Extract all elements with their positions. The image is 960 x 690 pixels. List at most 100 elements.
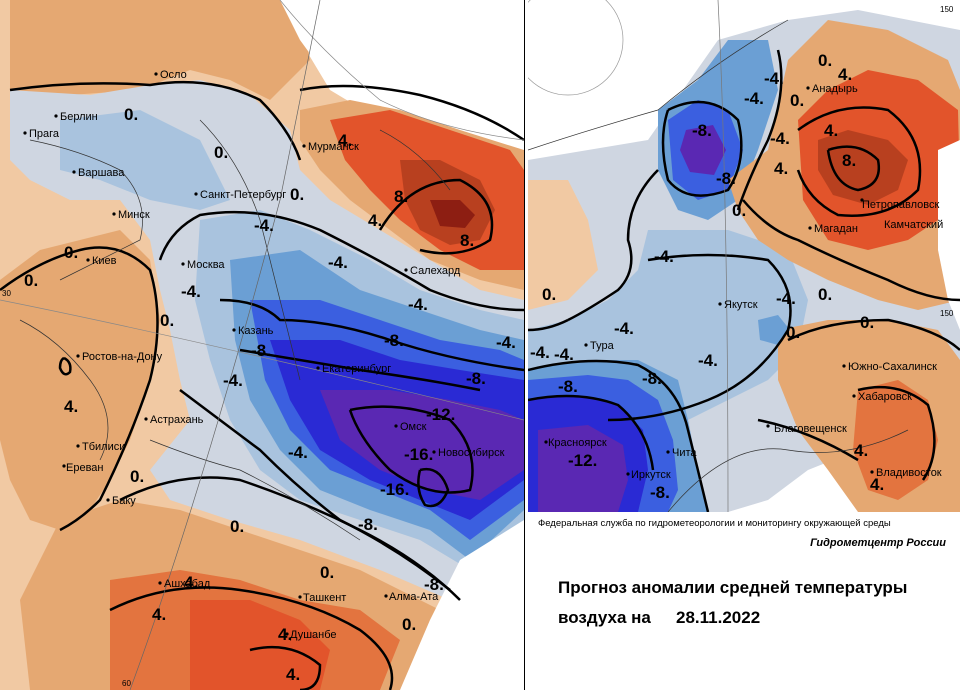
city-murmansk: Мурманск — [308, 141, 359, 153]
contour-label: -8. — [424, 575, 444, 594]
contour-label: 0. — [290, 185, 304, 204]
contour-label: -4. — [408, 295, 428, 314]
city-minsk: Минск — [118, 209, 150, 221]
map-title-line2: воздуха на — [558, 608, 651, 627]
contour-label: 4. — [870, 475, 884, 494]
right-cities: Анадырь Петропавловск Камчатский Магадан… — [544, 83, 943, 481]
left-map-svg: 30 60 Осло Берлин Прага Варшава Минск Ки… — [0, 0, 524, 690]
region-very-hot-south — [190, 600, 330, 690]
contour-label: -8. — [642, 369, 662, 388]
city-prague: Прага — [29, 128, 60, 140]
contour-label: -4. — [496, 333, 516, 352]
region-coldest-north — [680, 125, 726, 175]
contour-label: 4. — [152, 605, 166, 624]
contour-label: -16. — [404, 445, 433, 464]
contour-label: 0. — [542, 285, 556, 304]
region-hottest-ne — [430, 200, 475, 228]
city-magadan: Магадан — [814, 223, 858, 235]
contour-label: -4. — [776, 289, 796, 308]
contour-label: -4. — [254, 216, 274, 235]
contour-label: -12. — [426, 405, 455, 424]
city-omsk: Омск — [400, 421, 427, 433]
contour-label: -16. — [380, 480, 409, 499]
city-yakutsk: Якутск — [724, 299, 758, 311]
left-cities: Осло Берлин Прага Варшава Минск Киев Сан… — [23, 69, 505, 641]
outside-bottom-right — [400, 520, 524, 690]
city-tura: Тура — [590, 340, 615, 352]
contour-label: 0. — [402, 615, 416, 634]
region-cool-light — [60, 110, 230, 210]
city-chita: Чита — [672, 447, 697, 459]
contour-label: 0. — [786, 323, 800, 342]
center-name: Гидрометцентр России — [810, 537, 946, 549]
outside-pacific — [938, 140, 960, 330]
contour-label: 4. — [184, 573, 198, 592]
contour-label: 4. — [286, 665, 300, 684]
contour-label: 0. — [732, 201, 746, 220]
agency-name: Федеральная служба по гидрометеорологии … — [538, 518, 891, 529]
contour-label: -8. — [650, 483, 670, 502]
contour-label: -4. — [764, 69, 784, 88]
city-yuzhno-sakhalinsk: Южно-Сахалинск — [848, 361, 937, 373]
outside-top-right — [280, 0, 524, 150]
contour-label: -8. — [251, 341, 271, 360]
contour-label: -4. — [288, 443, 308, 462]
contour-label: 4. — [774, 159, 788, 178]
city-saint-petersburg: Санкт-Петербург — [200, 189, 286, 201]
contour-label: 0. — [124, 105, 138, 124]
contour-label: 0. — [214, 143, 228, 162]
region-hot-se — [853, 380, 938, 500]
left-contour-labels: 0. 0. 4. 8. 4. 0. 0. -4. -4. -4. -4. 8. … — [24, 105, 516, 684]
contour-label: -4. — [654, 247, 674, 266]
city-vladivostok: Владивосток — [876, 467, 942, 479]
right-contour-labels: 0. 4. -4. -4. -8. -8. 4. 8. 4. 0. 0. -4.… — [530, 51, 884, 502]
city-almaty: Алма-Ата — [389, 591, 439, 603]
degree-label-150: 150 — [940, 5, 954, 14]
contour-label: -8. — [558, 377, 578, 396]
city-baku: Баку — [112, 495, 136, 507]
city-novosibirsk: Новосибирск — [438, 447, 505, 459]
contour-label: 8. — [460, 231, 474, 250]
city-petropavlovsk: Петропавловск — [862, 199, 939, 211]
right-borders — [528, 0, 909, 513]
region-warm-nw — [10, 0, 310, 100]
forecast-date: 28.11.2022 — [676, 608, 761, 627]
contour-label: -4. — [744, 89, 764, 108]
degree-label-60: 60 — [122, 679, 131, 688]
city-salekhard: Салехард — [410, 265, 461, 277]
contour-label: 4. — [838, 65, 852, 84]
city-yerevan: Ереван — [66, 462, 104, 474]
contour-label: 0. — [790, 91, 804, 110]
contour-label: -4. — [530, 343, 550, 362]
city-kamchatsky: Камчатский — [884, 219, 943, 231]
contour-label: -8. — [358, 515, 378, 534]
right-map-svg: 150 150 Анадырь Петропавловск Камчатский… — [528, 0, 960, 690]
right-map-panel: 150 150 Анадырь Петропавловск Камчатский… — [528, 0, 960, 690]
contour-label: 8. — [394, 187, 408, 206]
contour-label: -4. — [614, 319, 634, 338]
contour-label: -4. — [223, 371, 243, 390]
contour-label: 0. — [818, 51, 832, 70]
contour-label: -8. — [692, 121, 712, 140]
left-map-panel: 30 60 Осло Берлин Прага Варшава Минск Ки… — [0, 0, 524, 690]
contour-label: -4. — [698, 351, 718, 370]
contour-label: -8. — [384, 331, 404, 350]
contour-label: -4. — [181, 282, 201, 301]
city-krasnoyarsk: Красноярск — [548, 437, 607, 449]
region-coldest-south — [538, 425, 628, 512]
city-tbilisi: Тбилиси — [82, 441, 125, 453]
map-title-line1: Прогноз аномалии средней температуры — [558, 578, 908, 597]
region-very-hot-ne — [818, 130, 908, 205]
city-khabarovsk: Хабаровск — [858, 391, 912, 403]
contour-label: 4. — [278, 625, 292, 644]
city-astrakhan: Астрахань — [150, 414, 204, 426]
contour-label: 0. — [64, 243, 78, 262]
city-yekaterinburg: Екатеринбург — [322, 363, 391, 375]
city-kiev: Киев — [92, 255, 117, 267]
contour-label: 4. — [824, 121, 838, 140]
contour-label: -8. — [716, 169, 736, 188]
contour-label: 4. — [854, 441, 868, 460]
city-dushanbe: Душанбе — [290, 629, 337, 641]
contour-label: 0. — [130, 467, 144, 486]
contour-label: 8. — [842, 151, 856, 170]
